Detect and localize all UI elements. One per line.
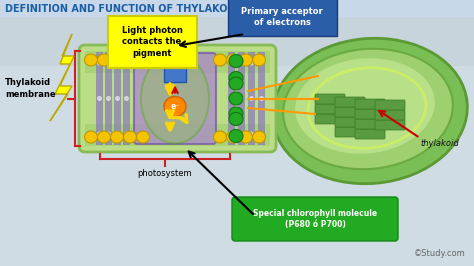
Ellipse shape xyxy=(229,72,243,85)
Bar xyxy=(85,51,270,73)
Ellipse shape xyxy=(115,60,120,65)
Ellipse shape xyxy=(239,60,244,65)
FancyBboxPatch shape xyxy=(108,16,197,68)
Text: Primary acceptor
of electrons: Primary acceptor of electrons xyxy=(241,7,323,27)
Ellipse shape xyxy=(110,131,124,143)
Ellipse shape xyxy=(229,77,243,90)
Ellipse shape xyxy=(295,58,435,154)
Ellipse shape xyxy=(84,54,98,66)
Bar xyxy=(258,52,265,145)
FancyBboxPatch shape xyxy=(375,100,405,110)
Ellipse shape xyxy=(98,131,110,143)
Ellipse shape xyxy=(229,113,243,126)
Bar xyxy=(228,52,235,145)
Ellipse shape xyxy=(253,131,265,143)
Bar xyxy=(123,52,130,145)
Ellipse shape xyxy=(115,96,120,101)
Ellipse shape xyxy=(239,131,244,136)
Bar xyxy=(96,52,103,145)
Ellipse shape xyxy=(249,131,254,136)
Ellipse shape xyxy=(213,54,227,66)
FancyBboxPatch shape xyxy=(335,127,365,137)
FancyBboxPatch shape xyxy=(335,117,365,127)
Text: Special chlorophyll molecule
(P680 ó P700): Special chlorophyll molecule (P680 ó P70… xyxy=(253,209,377,229)
Ellipse shape xyxy=(259,96,264,101)
Ellipse shape xyxy=(115,131,120,136)
FancyBboxPatch shape xyxy=(355,129,385,139)
Text: DEFINITION AND FUNCTION OF THYLAKOID MEMBRANE: DEFINITION AND FUNCTION OF THYLAKOID MEM… xyxy=(5,4,305,14)
Ellipse shape xyxy=(259,131,264,136)
Text: Thylakoid
membrane: Thylakoid membrane xyxy=(5,78,55,98)
Text: photosystem: photosystem xyxy=(137,169,192,178)
FancyBboxPatch shape xyxy=(79,45,276,152)
Ellipse shape xyxy=(227,131,239,143)
FancyBboxPatch shape xyxy=(355,109,385,119)
FancyBboxPatch shape xyxy=(355,119,385,129)
Ellipse shape xyxy=(229,60,234,65)
Ellipse shape xyxy=(249,60,254,65)
Text: Light photon
contacts the
pigment: Light photon contacts the pigment xyxy=(121,26,182,58)
FancyBboxPatch shape xyxy=(164,64,186,81)
FancyBboxPatch shape xyxy=(228,0,337,36)
Ellipse shape xyxy=(141,53,209,143)
Ellipse shape xyxy=(283,49,453,169)
Ellipse shape xyxy=(164,97,186,117)
Ellipse shape xyxy=(124,131,137,143)
Ellipse shape xyxy=(137,131,149,143)
Ellipse shape xyxy=(239,54,253,66)
Bar xyxy=(0,66,474,266)
Ellipse shape xyxy=(106,131,111,136)
Ellipse shape xyxy=(110,54,124,66)
Ellipse shape xyxy=(106,60,111,65)
Ellipse shape xyxy=(249,96,254,101)
Ellipse shape xyxy=(97,131,102,136)
Bar xyxy=(238,52,245,145)
FancyBboxPatch shape xyxy=(315,114,345,124)
Ellipse shape xyxy=(137,54,149,66)
Ellipse shape xyxy=(229,131,234,136)
FancyBboxPatch shape xyxy=(335,97,365,107)
FancyBboxPatch shape xyxy=(315,104,345,114)
Text: thylakoid: thylakoid xyxy=(420,139,459,148)
FancyBboxPatch shape xyxy=(134,53,216,144)
Ellipse shape xyxy=(253,54,265,66)
Ellipse shape xyxy=(273,38,467,184)
FancyBboxPatch shape xyxy=(315,94,345,104)
FancyBboxPatch shape xyxy=(375,120,405,130)
Ellipse shape xyxy=(239,96,244,101)
Ellipse shape xyxy=(97,96,102,101)
Text: ©Study.com: ©Study.com xyxy=(414,250,466,259)
Ellipse shape xyxy=(124,131,129,136)
Ellipse shape xyxy=(229,96,234,101)
Ellipse shape xyxy=(84,131,98,143)
FancyBboxPatch shape xyxy=(355,99,385,109)
Ellipse shape xyxy=(124,60,129,65)
Ellipse shape xyxy=(98,54,110,66)
Ellipse shape xyxy=(227,54,239,66)
Polygon shape xyxy=(50,34,74,121)
Bar xyxy=(114,52,121,145)
Bar xyxy=(85,124,270,146)
Ellipse shape xyxy=(97,60,102,65)
Ellipse shape xyxy=(213,131,227,143)
Ellipse shape xyxy=(124,96,129,101)
FancyBboxPatch shape xyxy=(335,107,365,117)
Text: e⁻: e⁻ xyxy=(170,102,180,111)
FancyBboxPatch shape xyxy=(232,197,398,241)
Ellipse shape xyxy=(106,96,111,101)
FancyBboxPatch shape xyxy=(375,110,405,120)
Ellipse shape xyxy=(229,130,243,143)
Bar xyxy=(248,52,255,145)
Bar xyxy=(105,52,112,145)
Ellipse shape xyxy=(229,55,243,68)
Ellipse shape xyxy=(229,107,243,120)
Ellipse shape xyxy=(229,92,243,105)
Ellipse shape xyxy=(259,60,264,65)
Bar xyxy=(0,0,474,17)
Ellipse shape xyxy=(239,131,253,143)
Ellipse shape xyxy=(124,54,137,66)
